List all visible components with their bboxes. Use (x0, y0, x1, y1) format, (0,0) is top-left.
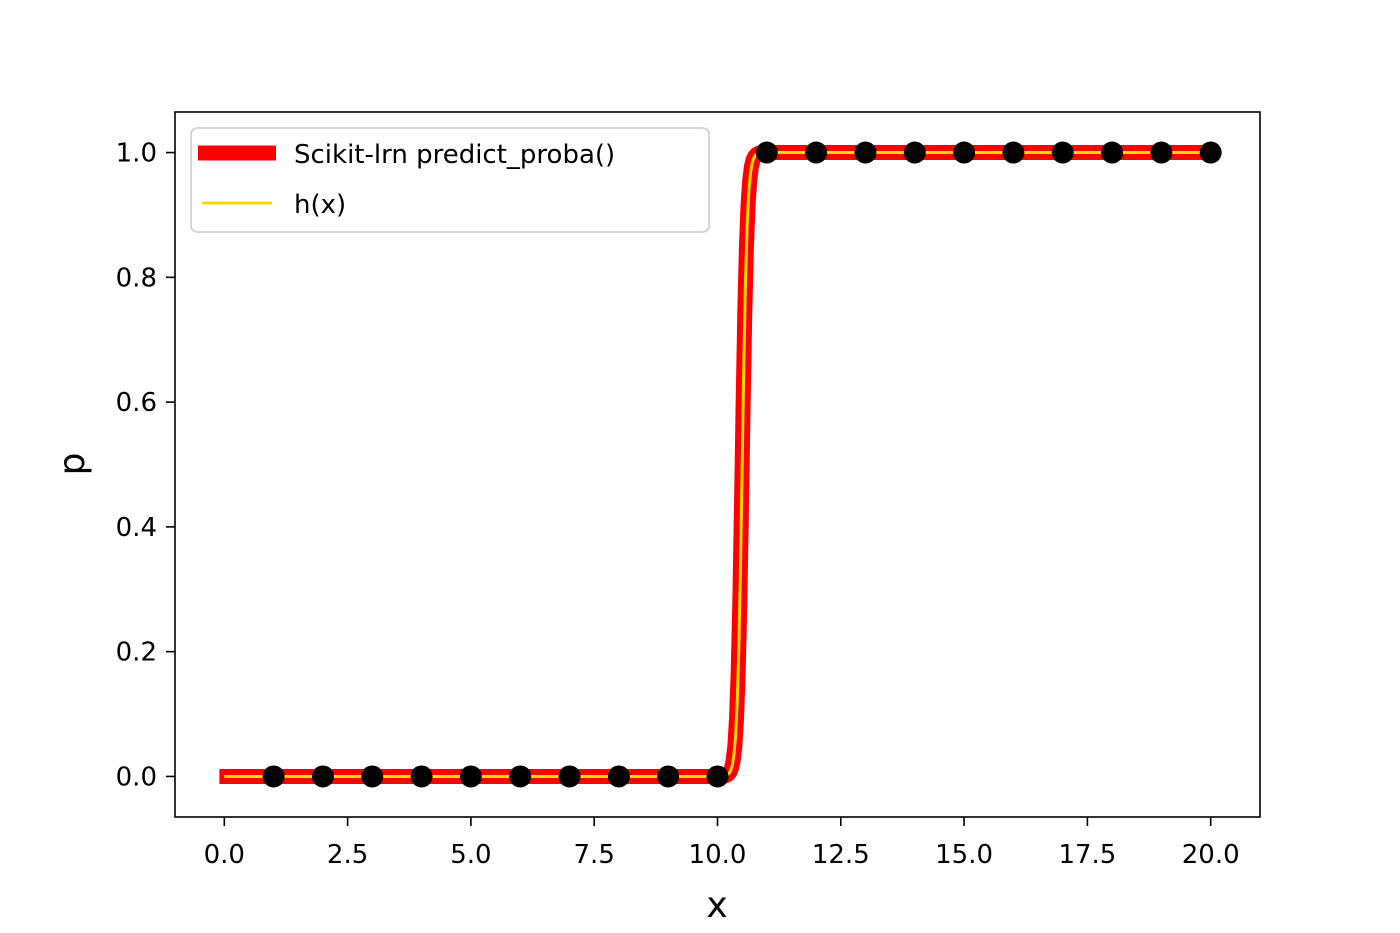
data-point (1101, 141, 1124, 164)
data-point (657, 765, 680, 788)
x-tick-label: 0.0 (204, 840, 245, 870)
x-tick-label: 20.0 (1182, 840, 1240, 870)
data-point (509, 765, 532, 788)
y-tick-label: 0.8 (116, 263, 157, 293)
x-axis-label: x (706, 885, 727, 926)
y-tick-label: 1.0 (116, 139, 157, 169)
data-point (311, 765, 334, 788)
series-line-1 (224, 151, 1211, 778)
data-point (903, 141, 926, 164)
data-point (755, 141, 778, 164)
plot-content (213, 141, 1222, 788)
data-point (410, 765, 433, 788)
data-point (1002, 141, 1025, 164)
legend: Scikit-lrn predict_proba() h(x) (190, 127, 710, 233)
y-tick-label: 0.0 (116, 762, 157, 792)
x-tick-label: 17.5 (1058, 840, 1116, 870)
x-tick-label: 15.0 (935, 840, 993, 870)
legend-label-hx: h(x) (294, 190, 346, 220)
data-point (262, 765, 285, 788)
x-tick-label: 5.0 (450, 840, 491, 870)
data-point (558, 765, 581, 788)
data-point (1150, 141, 1173, 164)
data-point (361, 765, 384, 788)
data-point (459, 765, 482, 788)
x-tick-label: 10.0 (689, 840, 747, 870)
series-line-0 (213, 145, 1217, 784)
x-tick-label: 12.5 (812, 840, 870, 870)
x-tick-label: 7.5 (574, 840, 615, 870)
legend-frame (190, 127, 710, 233)
y-tick-label: 0.6 (116, 388, 157, 418)
legend-label-predict-proba: Scikit-lrn predict_proba() (294, 140, 615, 170)
data-point (805, 141, 828, 164)
data-point (1199, 141, 1222, 164)
y-tick-label: 0.4 (116, 513, 157, 543)
x-axis-ticks: 0.0 2.5 5.0 7.5 10.0 12.5 15.0 17.5 20.0 (204, 817, 1240, 870)
y-axis-label: p (52, 453, 93, 476)
data-point (706, 765, 729, 788)
y-axis-ticks: 0.0 0.2 0.4 0.6 0.8 1.0 (116, 139, 175, 792)
data-point (953, 141, 976, 164)
x-tick-label: 2.5 (327, 840, 368, 870)
data-point (854, 141, 877, 164)
data-point (607, 765, 630, 788)
data-point (1051, 141, 1074, 164)
y-tick-label: 0.2 (116, 638, 157, 668)
